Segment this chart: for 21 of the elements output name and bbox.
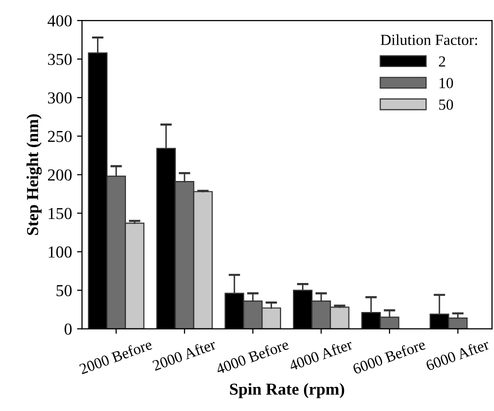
x-tick-label: 2000 Before xyxy=(78,338,153,374)
y-tick-label: 300 xyxy=(48,92,72,104)
legend-label: 2 xyxy=(438,56,446,66)
x-tick-label: 6000 After xyxy=(425,338,490,371)
y-tick-label: 50 xyxy=(56,284,72,296)
x-tick-label: 4000 After xyxy=(288,338,354,372)
y-tick-label: 350 xyxy=(48,54,72,66)
legend-title: Dilution Factor: xyxy=(380,34,478,46)
y-tick-label: 200 xyxy=(48,169,72,181)
legend-label: 50 xyxy=(439,100,454,110)
y-tick-label: 100 xyxy=(48,246,72,258)
x-tick-label: 6000 Before xyxy=(352,338,426,374)
y-tick-label: 250 xyxy=(48,130,72,142)
x-axis-title: Spin Rate (rpm) xyxy=(230,383,344,398)
y-axis-title: Step Height (nm) xyxy=(26,114,42,235)
x-tick-label: 4000 Before xyxy=(215,338,290,374)
y-tick-label: 400 xyxy=(48,15,72,26)
x-tick-label: 2000 After xyxy=(152,338,217,371)
y-tick-label: 150 xyxy=(48,208,72,220)
legend-label: 10 xyxy=(440,78,454,88)
y-tick-label: 0 xyxy=(64,324,72,335)
